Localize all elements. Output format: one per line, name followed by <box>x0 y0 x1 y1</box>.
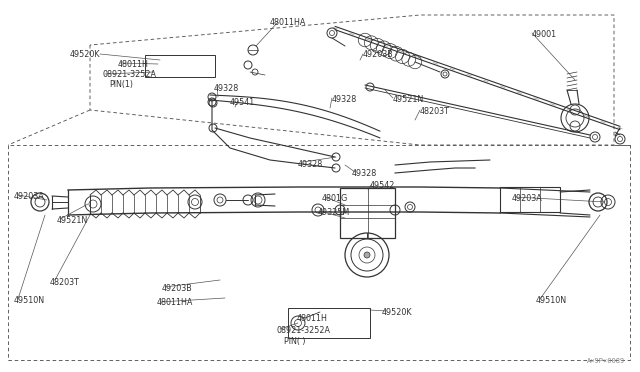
Text: 49001: 49001 <box>532 30 557 39</box>
Text: 48203T: 48203T <box>420 107 450 116</box>
Text: 48011HA: 48011HA <box>270 18 307 27</box>
Bar <box>340 188 395 238</box>
Text: 48011H: 48011H <box>297 314 328 323</box>
Text: 48011H: 48011H <box>118 60 149 69</box>
Text: 49203A: 49203A <box>512 194 543 203</box>
Text: 49328: 49328 <box>332 95 357 104</box>
Bar <box>500 187 560 212</box>
Text: 49203B: 49203B <box>162 284 193 293</box>
Bar <box>145 55 215 77</box>
Text: 49328: 49328 <box>214 84 239 93</box>
Text: 49520K: 49520K <box>70 50 100 59</box>
Text: 4801G: 4801G <box>322 194 348 203</box>
Text: 49203B: 49203B <box>363 50 394 59</box>
Text: 08921-3252A: 08921-3252A <box>277 326 331 335</box>
Text: 49510N: 49510N <box>536 296 567 305</box>
Text: 49328: 49328 <box>352 169 377 178</box>
Text: 49203A: 49203A <box>14 192 45 201</box>
Text: 49521N: 49521N <box>57 216 88 225</box>
Text: 08921-3252A: 08921-3252A <box>102 70 156 79</box>
Bar <box>288 308 370 338</box>
Text: PIN( ): PIN( ) <box>284 337 305 346</box>
Text: 49541: 49541 <box>230 98 255 107</box>
Text: 49328: 49328 <box>298 160 323 169</box>
Text: PIN(1): PIN(1) <box>109 80 133 89</box>
Text: A×9P×0089: A×9P×0089 <box>587 358 625 364</box>
Text: 49542: 49542 <box>370 181 396 190</box>
Circle shape <box>364 252 370 258</box>
Text: 48011HA: 48011HA <box>157 298 193 307</box>
Text: 49521N: 49521N <box>393 95 424 104</box>
Text: 49325M: 49325M <box>318 208 350 217</box>
Text: 49510N: 49510N <box>14 296 45 305</box>
Text: 49520K: 49520K <box>382 308 413 317</box>
Text: 48203T: 48203T <box>50 278 80 287</box>
